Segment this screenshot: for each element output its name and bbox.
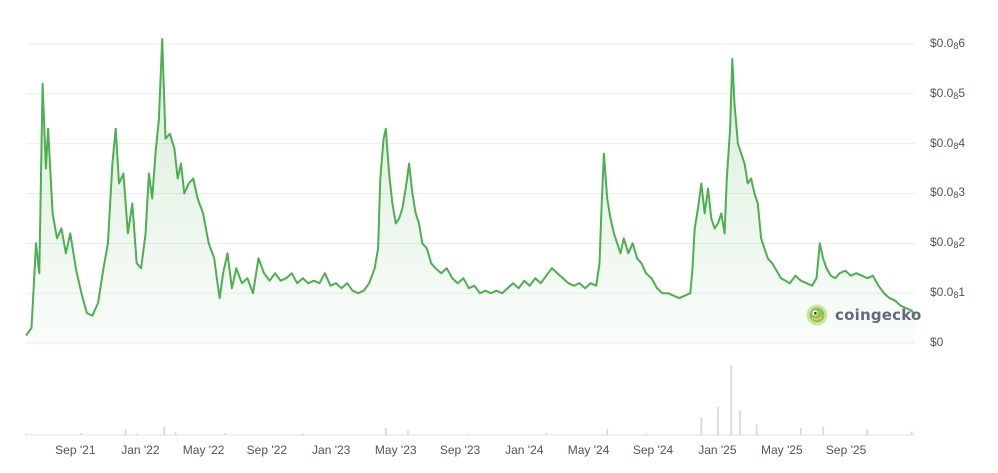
volume-bar <box>135 433 138 435</box>
volume-bar <box>799 428 802 435</box>
volume-bar <box>467 433 470 435</box>
volume-bar <box>866 429 869 435</box>
volume-bar <box>910 431 913 435</box>
volume-bar <box>124 429 127 435</box>
x-tick-label: Jan '22 <box>121 443 160 457</box>
y-tick-label: $0.083 <box>930 185 966 201</box>
volume-bar <box>644 433 647 435</box>
y-tick-label: $0 <box>930 335 944 349</box>
x-tick-label: May '22 <box>182 443 225 457</box>
y-tick-label: $0.082 <box>930 235 966 251</box>
volume-bar <box>606 428 609 435</box>
x-tick-label: Jan '23 <box>312 443 351 457</box>
volume-bar <box>80 432 83 435</box>
volume-bar <box>384 428 387 435</box>
x-tick-label: Sep '22 <box>246 443 287 457</box>
volume-bar <box>301 433 304 435</box>
volume-bar <box>174 432 177 435</box>
volume-bar <box>224 432 227 435</box>
price-line <box>25 38 916 337</box>
x-tick-label: Sep '23 <box>439 443 481 457</box>
volume-bar <box>739 410 742 435</box>
volume-bar <box>755 424 758 435</box>
coingecko-logo-icon <box>806 304 828 326</box>
coingecko-watermark: coingecko <box>806 304 922 326</box>
x-tick-label: Sep '21 <box>55 443 96 457</box>
volume-bar <box>716 407 719 435</box>
volume-bars <box>25 365 913 435</box>
x-tick-label: May '24 <box>567 443 610 457</box>
volume-bar <box>406 430 409 435</box>
watermark-text: coingecko <box>835 306 922 324</box>
x-tick-label: May '25 <box>760 443 803 457</box>
volume-bar <box>700 417 703 435</box>
volume-bar <box>730 365 733 435</box>
y-tick-label: $0.081 <box>930 285 966 301</box>
volume-bar <box>545 432 548 435</box>
y-tick-label: $0.084 <box>930 135 966 151</box>
x-tick-label: Jan '25 <box>698 443 737 457</box>
x-tick-label: Jan '24 <box>505 443 544 457</box>
y-tick-label: $0.085 <box>930 85 966 101</box>
y-tick-label: $0.086 <box>930 35 966 51</box>
volume-bar <box>25 433 27 435</box>
x-tick-label: Sep '25 <box>825 443 867 457</box>
x-tick-label: May '23 <box>374 443 417 457</box>
volume-bar <box>822 426 825 435</box>
volume-bar <box>163 426 166 435</box>
x-tick-label: Sep '24 <box>632 443 674 457</box>
